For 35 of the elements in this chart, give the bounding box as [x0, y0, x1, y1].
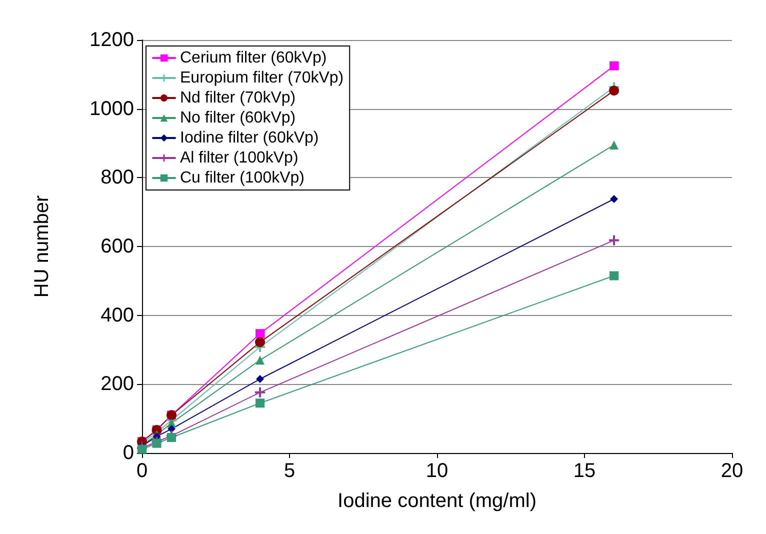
point — [610, 195, 618, 204]
legend-label: Europium filter (70kVp) — [180, 70, 344, 86]
y-tick-label: 0 — [122, 442, 134, 464]
point — [168, 424, 176, 433]
point — [256, 398, 264, 408]
point — [610, 271, 618, 280]
point — [167, 433, 176, 442]
point — [609, 235, 619, 246]
point — [610, 140, 618, 150]
legend-label: Al filter (100kVp) — [180, 150, 298, 166]
x-tick-label: 15 — [573, 460, 596, 482]
legend-label: Cerium filter (60kVp) — [180, 50, 327, 66]
legend-label: Cu filter (100kVp) — [180, 170, 304, 186]
legend-label: Nd filter (70kVp) — [180, 90, 296, 106]
point — [610, 61, 618, 70]
x-tick-label: 0 — [136, 460, 148, 482]
legend-label: No filter (60kVp) — [180, 110, 296, 126]
point — [609, 86, 619, 96]
point — [256, 329, 264, 338]
point — [255, 337, 265, 348]
legend-label: Iodine filter (60kVp) — [180, 130, 319, 146]
x-axis-title: Iodine content (mg/ml) — [338, 490, 536, 512]
y-tick-label: 800 — [100, 166, 134, 189]
point — [256, 356, 264, 365]
x-tick-label: 20 — [720, 460, 744, 482]
y-tick-label: 1000 — [90, 98, 134, 120]
x-tick-label: 10 — [426, 460, 448, 482]
y-tick-label: 600 — [100, 236, 134, 258]
y-tick-label: 200 — [100, 373, 134, 396]
x-tick-label: 5 — [284, 460, 296, 482]
point — [255, 387, 265, 398]
point — [256, 375, 264, 384]
y-axis-title: HU number — [31, 195, 53, 298]
y-tick-label: 400 — [100, 304, 134, 326]
y-tick-label: 1200 — [90, 29, 134, 51]
